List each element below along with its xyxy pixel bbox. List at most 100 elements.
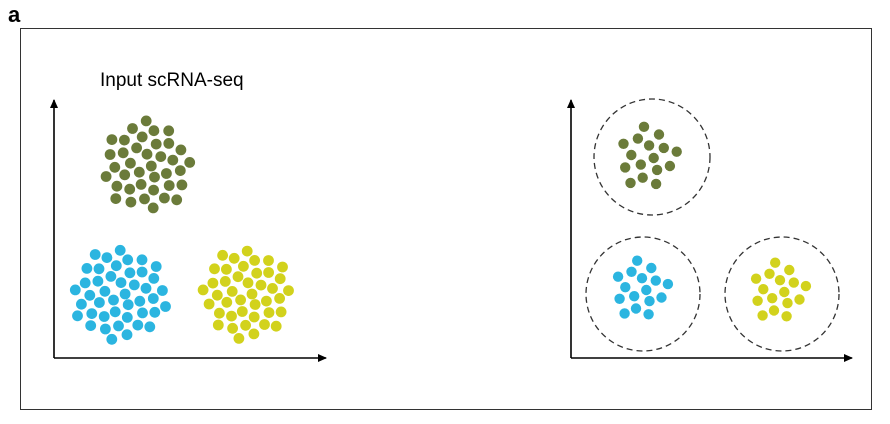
left-olive-cell-dot (104, 149, 116, 160)
right-cyan-cell-dot (641, 284, 652, 296)
left-cyan-cell-dot (134, 295, 146, 307)
right-yellow-cell-dot (779, 286, 790, 298)
left-olive-cell-dot (148, 125, 160, 137)
left-olive-cell-dot (176, 179, 188, 191)
left-olive-cell-dot (124, 183, 136, 195)
right-cyan-cell-dot (650, 275, 661, 286)
left-cyan-cell-dot (122, 254, 134, 266)
left-yellow-cell-dot (263, 267, 274, 278)
left-yellow-cell-dot (217, 249, 229, 261)
right-yellow-cell-dot (782, 297, 793, 309)
right-yellow-cell-dot (774, 275, 786, 286)
left-olive-cell-dot (131, 142, 143, 154)
left-cyan-cell-dot (160, 301, 171, 312)
right-olive-cell-dot (650, 178, 662, 190)
panel-label: a (8, 2, 21, 27)
right-olive-cell-dot (658, 142, 669, 154)
left-cyan-cell-dot (98, 311, 110, 322)
right-cyan-cell-dot (632, 255, 643, 266)
left-yellow-cell-dot (261, 295, 272, 307)
right-yellow-cell-dot (768, 305, 780, 316)
left-yellow-cell-dot (197, 284, 209, 296)
left-cyan-cell-dot (124, 267, 136, 279)
left-olive-cell-dot (163, 125, 175, 137)
right-cyan-cell-dot (646, 262, 657, 274)
left-cyan-cell-dot (140, 282, 152, 294)
left-cyan-cell-dot (110, 260, 122, 272)
right-yellow-cell-dot (770, 257, 781, 268)
left-cyan-cell-dot (86, 308, 98, 319)
left-yellow-cell-dot (249, 299, 261, 310)
left-yellow-cell-dot (255, 279, 267, 291)
left-cyan-cell-dot (136, 254, 148, 266)
right-cyan-cell-dot (636, 273, 648, 284)
left-cyan-cell-dot (149, 306, 161, 318)
left-olive-cell-dot (135, 179, 147, 190)
left-yellow-cell-dot (232, 271, 244, 283)
left-yellow-cell-dot (240, 319, 252, 331)
right-cyan-cell-dot (619, 308, 630, 319)
right-yellow-cell-dot (758, 284, 769, 295)
left-yellow-cell-dot (275, 306, 287, 318)
left-olive-cell-dot (117, 147, 129, 159)
left-olive-cell-dot (155, 151, 167, 163)
left-olive-cell-dot (127, 123, 138, 134)
left-yellow-cell-dot (203, 298, 215, 310)
left-cyan-cell-dot (94, 297, 105, 308)
left-cyan-cell-dot (72, 310, 83, 322)
cyan-cluster-outline (585, 236, 701, 352)
right-olive-cell-dot (626, 149, 637, 161)
left-cyan-cell-dot (89, 249, 101, 260)
left-yellow-cell-dot (211, 289, 223, 301)
left-cyan-cell-dot (136, 266, 148, 278)
left-cyan-cell-dot (122, 299, 134, 311)
left-yellow-cell-dot (236, 306, 248, 317)
left-olive-cell-dot (184, 157, 196, 168)
left-yellow-cell-dot (267, 283, 278, 294)
left-cyan-cell-dot (108, 294, 119, 306)
left-cyan-cell-dot (69, 284, 81, 296)
left-cyan-cell-dot (113, 320, 124, 332)
left-cyan-cell-dot (105, 271, 117, 282)
left-olive-cell-dot (167, 154, 179, 166)
left-yellow-cell-dot (248, 311, 260, 323)
left-cyan-cell-dot (106, 333, 118, 345)
left-olive-cell-dot (136, 131, 148, 143)
left-yellow-cell-dot (207, 277, 219, 289)
left-olive-cell-dot (148, 184, 160, 196)
left-olive-cell-dot (161, 168, 172, 179)
left-yellow-cell-dot (221, 263, 232, 275)
left-yellow-cell-dot (251, 267, 263, 279)
left-cyan-cell-dot (157, 285, 168, 296)
left-olive-cell-dot (175, 144, 187, 156)
left-olive-cell-dot (150, 138, 162, 150)
left-olive-cell-dot (119, 134, 130, 146)
right-olive-cell-dot (625, 177, 636, 189)
left-cyan-cell-dot (128, 279, 140, 291)
left-yellow-cell-dot (274, 293, 285, 304)
left-yellow-cell-dot (233, 333, 245, 344)
right-yellow-cell-dot (784, 264, 795, 276)
left-olive-cell-dot (133, 166, 145, 178)
left-olive-cell-dot (163, 138, 175, 149)
left-yellow-cell-dot (277, 261, 288, 273)
left-cyan-cell-dot (115, 277, 127, 288)
left-olive-cell-dot (125, 196, 137, 208)
left-cyan-cell-dot (81, 263, 93, 274)
left-cyan-cell-dot (114, 244, 126, 256)
right-cyan-cell-dot (614, 293, 625, 304)
left-yellow-cell-dot (263, 307, 275, 318)
left-cyan-cell-dot (150, 261, 162, 272)
left-olive-cell-dot (140, 115, 152, 127)
right-cyan-cell-dot (643, 309, 654, 320)
left-cyan-cell-dot (119, 288, 131, 300)
left-cyan-cell-dot (144, 321, 156, 333)
olive-cluster-outline (593, 98, 711, 216)
left-olive-cell-dot (111, 180, 123, 192)
left-yellow-cell-dot (249, 255, 260, 266)
left-yellow-cell-dot (226, 286, 238, 297)
left-cyan-cell-dot (93, 263, 105, 275)
right-olive-cell-dot (638, 121, 650, 132)
right-yellow-cell-dot (794, 294, 805, 305)
right-cyan-cell-dot (644, 295, 655, 307)
